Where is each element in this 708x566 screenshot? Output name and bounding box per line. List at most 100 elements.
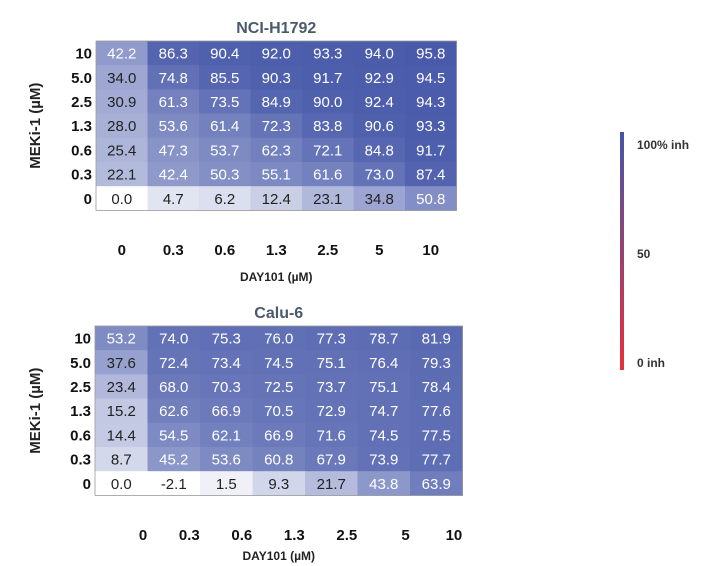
- cell-value-label: 21.7: [317, 476, 346, 493]
- y-tick-label: 1.3: [71, 118, 92, 135]
- cell-value-label: 60.8: [264, 452, 293, 469]
- cell-value-label: 91.7: [416, 142, 445, 159]
- heatmap-cell: [353, 41, 406, 66]
- heatmap-cell: [305, 398, 358, 424]
- heatmap-cell: [302, 89, 354, 115]
- cell-value-label: 72.3: [262, 118, 291, 135]
- heatmap-cell: [250, 137, 303, 163]
- heatmap-cell: [410, 350, 463, 375]
- x-tick-label: 5: [401, 527, 409, 544]
- y-tick-label: 1.3: [70, 403, 91, 420]
- cell-value-label: 14.4: [107, 427, 136, 444]
- cell-value-label: 87.4: [416, 167, 445, 184]
- heatmap-cell: [147, 113, 200, 139]
- cell-value-label: 63.9: [422, 476, 451, 493]
- cell-value-label: 72.1: [313, 142, 342, 159]
- heatmap-cell: [353, 137, 406, 163]
- cell-value-label: 43.8: [369, 476, 398, 493]
- cell-value-label: 90.6: [365, 118, 394, 135]
- heatmap-cell: [147, 65, 200, 90]
- heatmap-cell: [405, 162, 457, 187]
- cell-value-label: 55.1: [262, 167, 291, 184]
- cell-value-label: 94.0: [365, 46, 394, 63]
- heatmap-cell: [250, 89, 303, 115]
- cell-value-label: 62.1: [212, 427, 241, 444]
- cell-value-label: 90.3: [262, 70, 291, 87]
- cell-value-label: 50.3: [210, 167, 239, 184]
- cell-value-label: 61.3: [159, 94, 188, 111]
- cell-value-label: 67.9: [317, 452, 346, 469]
- cell-value-label: 37.6: [107, 355, 136, 372]
- colorbar-bottom-label: 0 inh: [637, 356, 665, 370]
- heatmap-cell: [353, 113, 406, 139]
- heatmap-cell: [200, 326, 253, 351]
- heatmap-cell: [302, 113, 354, 139]
- heatmap-cell: [199, 186, 251, 211]
- heatmap-cell: [96, 41, 148, 66]
- heatmap-cell: [305, 374, 358, 400]
- cell-value-label: 92.9: [365, 70, 394, 87]
- cell-value-label: 9.3: [268, 476, 289, 493]
- heatmap-cell: [357, 447, 411, 472]
- cell-value-label: 54.5: [159, 427, 188, 444]
- cell-value-label: 74.0: [159, 331, 188, 348]
- cell-value-label: 73.7: [317, 379, 346, 396]
- heatmap-cell: [410, 447, 463, 472]
- cell-value-label: 94.3: [416, 94, 445, 111]
- heatmap-cell: [410, 326, 463, 351]
- cell-value-label: 95.8: [416, 46, 445, 63]
- heatmap-cell: [200, 422, 253, 448]
- y-tick-label: 0: [83, 476, 91, 493]
- heatmap-cell: [147, 137, 200, 163]
- cell-value-label: 92.4: [365, 94, 394, 111]
- heatmap-cell: [405, 65, 457, 90]
- x-tick-label: 10: [446, 527, 463, 544]
- cell-value-label: 4.7: [163, 191, 184, 208]
- y-tick-label: 10: [74, 331, 91, 348]
- heatmap-cell: [147, 350, 201, 375]
- heatmap-cell: [305, 471, 358, 496]
- cell-value-label: 0.0: [111, 191, 132, 208]
- colorbar-top-label: 100% inh: [637, 138, 689, 152]
- cell-value-label: 73.4: [212, 355, 241, 372]
- heatmap-cell: [95, 398, 148, 424]
- heatmap-cell: [96, 113, 148, 139]
- heatmap-cell: [199, 41, 251, 66]
- heatmap-nci-h1792: NCI-H1792 42.2 86.3 90.4 92.0 93.3 94.0 95.8 34.…: [27, 20, 457, 284]
- y-axis-label: MEKi-1 (µM): [27, 83, 44, 169]
- heatmap-cell: [302, 137, 354, 163]
- heatmap-cell: [95, 471, 148, 496]
- cell-value-label: 53.2: [107, 331, 136, 348]
- heatmap-cell: [96, 162, 148, 187]
- heatmap-cell: [147, 422, 201, 448]
- cell-value-label: 62.3: [262, 142, 291, 159]
- heatmap-cell: [302, 162, 354, 187]
- y-tick-label: 5.0: [70, 355, 91, 372]
- x-tick-label: 0.3: [163, 242, 184, 259]
- cell-value-label: 76.0: [264, 331, 293, 348]
- cell-value-label: 76.4: [369, 355, 398, 372]
- cell-value-label: 15.2: [107, 403, 136, 420]
- heatmap-cell: [199, 162, 251, 187]
- heatmap-cell: [147, 41, 200, 66]
- heatmap-cell: [199, 89, 251, 115]
- heatmap-cell: [250, 65, 303, 90]
- heatmap-cell: [252, 326, 306, 351]
- heatmap-cell: [199, 65, 251, 90]
- heatmap-cell: [200, 398, 253, 424]
- cell-value-label: 79.3: [422, 355, 451, 372]
- heatmap-cell: [252, 422, 306, 448]
- heatmap-cell: [410, 398, 463, 424]
- cell-value-label: 72.4: [159, 355, 188, 372]
- cell-value-label: 70.3: [212, 379, 241, 396]
- heatmap-cell: [302, 41, 354, 66]
- cell-value-label: 66.9: [264, 427, 293, 444]
- cell-value-label: 8.7: [111, 452, 132, 469]
- heatmap-border: [94, 325, 463, 496]
- heatmap-cell: [250, 186, 303, 211]
- x-tick-label: 1.3: [284, 527, 305, 544]
- cell-value-label: 1.5: [216, 476, 237, 493]
- heatmap-cell: [147, 447, 201, 472]
- heatmap-cell: [357, 422, 411, 448]
